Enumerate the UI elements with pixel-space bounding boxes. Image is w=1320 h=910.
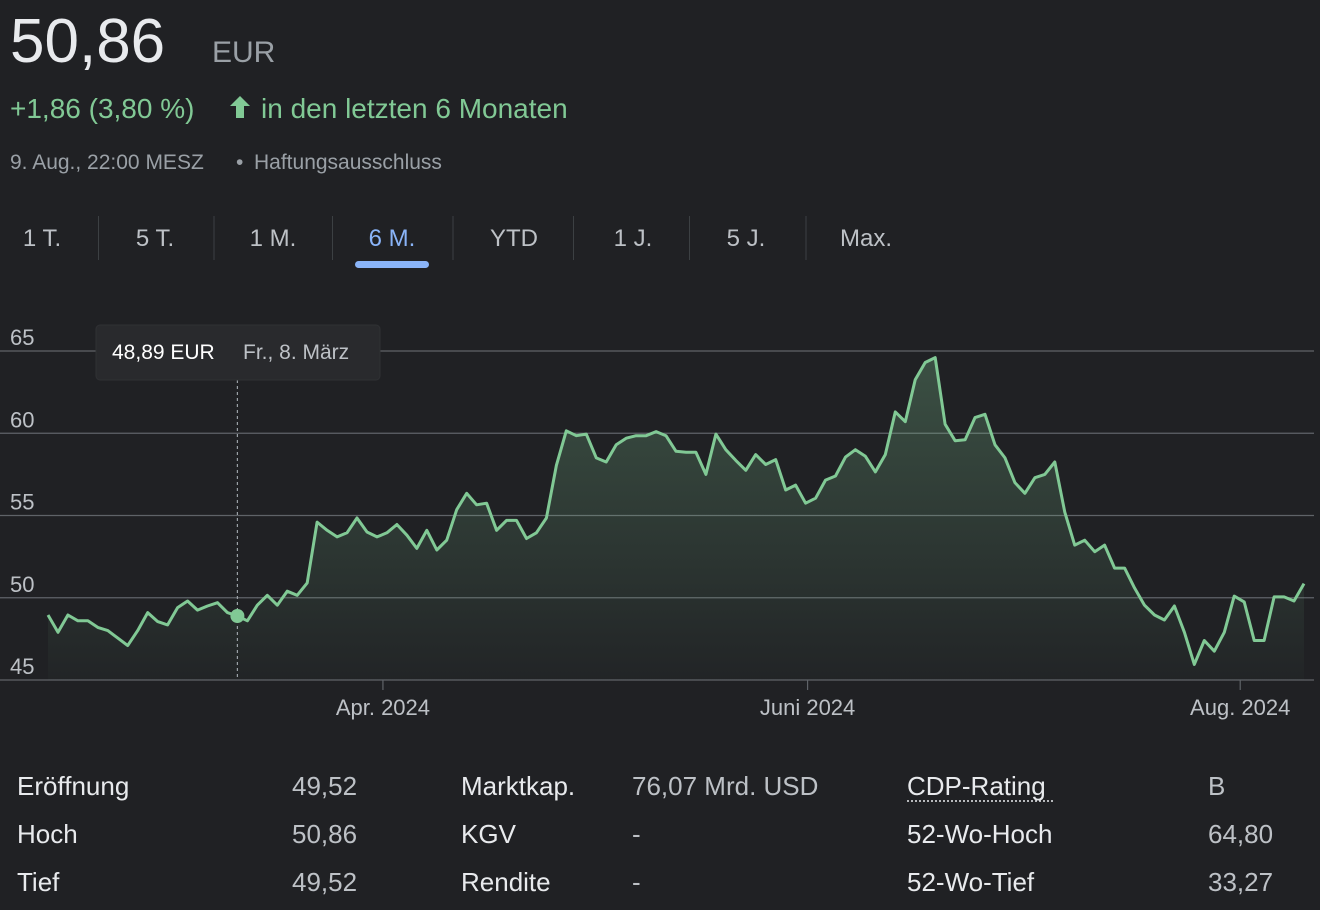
stat-label: Hoch — [17, 819, 78, 849]
price-line — [46, 356, 1306, 666]
range-tab[interactable]: Max. — [840, 225, 892, 252]
stat-label: Tief — [17, 867, 60, 897]
tooltip-box — [95, 324, 381, 381]
currency: EUR — [212, 36, 275, 69]
range-tab[interactable]: YTD — [490, 225, 538, 252]
area — [48, 357, 1304, 680]
range-tab[interactable]: 1 T. — [23, 225, 61, 252]
active-indicator — [355, 261, 429, 268]
change: +1,86 (3,80 %) — [10, 93, 194, 124]
stat-value: - — [632, 867, 641, 897]
disclaimer[interactable]: Haftungsausschluss — [254, 151, 442, 174]
stat-label: Eröffnung — [17, 771, 129, 801]
period: in den letzten 6 Monaten — [261, 93, 568, 124]
x-tick-label: Juni 2024 — [760, 695, 855, 720]
y-tick-label: 65 — [10, 325, 34, 350]
stat-value: 49,52 — [292, 771, 357, 801]
stat-label: Marktkap. — [461, 771, 575, 801]
separator: • — [236, 151, 243, 174]
stat-label: Rendite — [461, 867, 551, 897]
range-tab[interactable]: 5 T. — [136, 225, 174, 252]
range-tab[interactable]: 1 J. — [614, 225, 653, 252]
x-tick-label: Apr. 2024 — [336, 695, 430, 720]
stat-value: 33,27 — [1208, 867, 1273, 897]
x-tick-label: Aug. 2024 — [1190, 695, 1290, 720]
stat-value: 50,86 — [292, 819, 357, 849]
up-arrow — [230, 96, 250, 118]
stat-value: - — [632, 819, 641, 849]
stat-value: 64,80 — [1208, 819, 1273, 849]
tooltip-date: Fr., 8. März — [243, 341, 349, 364]
stat-label: CDP-Rating — [907, 771, 1046, 801]
y-tick-label: 50 — [10, 572, 34, 597]
stat-value: B — [1208, 771, 1225, 801]
range-tab[interactable]: 6 M. — [369, 225, 416, 252]
stat-label: 52-Wo-Hoch — [907, 819, 1052, 849]
timestamp: 9. Aug., 22:00 MESZ — [10, 151, 204, 174]
y-tick-label: 60 — [10, 407, 34, 432]
range-tab[interactable]: 5 J. — [727, 225, 766, 252]
range-tab[interactable]: 1 M. — [250, 225, 297, 252]
stat-value: 76,07 Mrd. USD — [632, 771, 818, 801]
stat-label: 52-Wo-Tief — [907, 867, 1035, 897]
tooltip-value: 48,89 EUR — [112, 341, 215, 364]
stat-label: KGV — [461, 819, 517, 849]
stat-value: 49,52 — [292, 867, 357, 897]
price: 50,86 — [10, 7, 165, 76]
y-tick-label: 55 — [10, 490, 34, 515]
hover-point — [230, 609, 245, 624]
y-tick-label: 45 — [10, 654, 34, 679]
